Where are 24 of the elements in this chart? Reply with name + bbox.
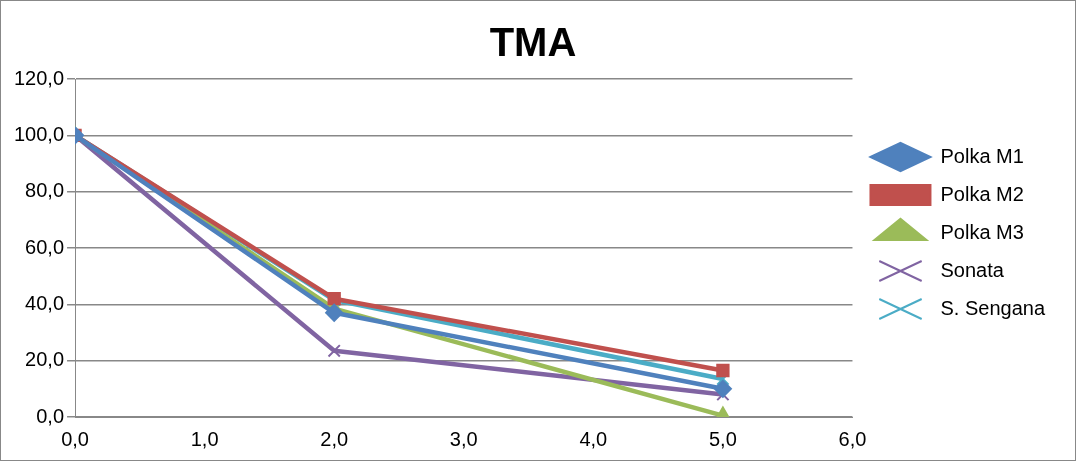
y-tick-label: 20,0 xyxy=(25,348,65,371)
legend-label: Sonata xyxy=(940,258,1005,281)
x-tick-label: 4,0 xyxy=(579,427,608,450)
x-tick-label: 6,0 xyxy=(838,427,867,450)
y-tick-label: 0,0 xyxy=(36,404,65,427)
chart-title: TMA xyxy=(489,20,577,65)
point xyxy=(713,379,732,398)
x-tick-label: 1,0 xyxy=(190,427,219,450)
legend-label: S. Sengana xyxy=(940,296,1046,319)
y-tick-label: 100,0 xyxy=(13,122,65,145)
x-tick-label: 3,0 xyxy=(449,427,478,450)
point xyxy=(716,363,730,378)
y-tick-label: 80,0 xyxy=(25,179,65,202)
point xyxy=(325,303,344,322)
legend-label: Polka M1 xyxy=(940,144,1024,167)
x-tick-label: 5,0 xyxy=(708,427,737,450)
legend-label: Polka M3 xyxy=(940,220,1024,243)
y-tick-label: 120,0 xyxy=(13,66,65,89)
legend-label: Polka M2 xyxy=(940,182,1024,205)
x-tick-label: 2,0 xyxy=(320,427,349,450)
y-tick-label: 60,0 xyxy=(25,235,65,258)
point xyxy=(327,344,341,358)
y-tick-label: 40,0 xyxy=(25,291,65,314)
x-tick-label: 0,0 xyxy=(61,427,89,450)
